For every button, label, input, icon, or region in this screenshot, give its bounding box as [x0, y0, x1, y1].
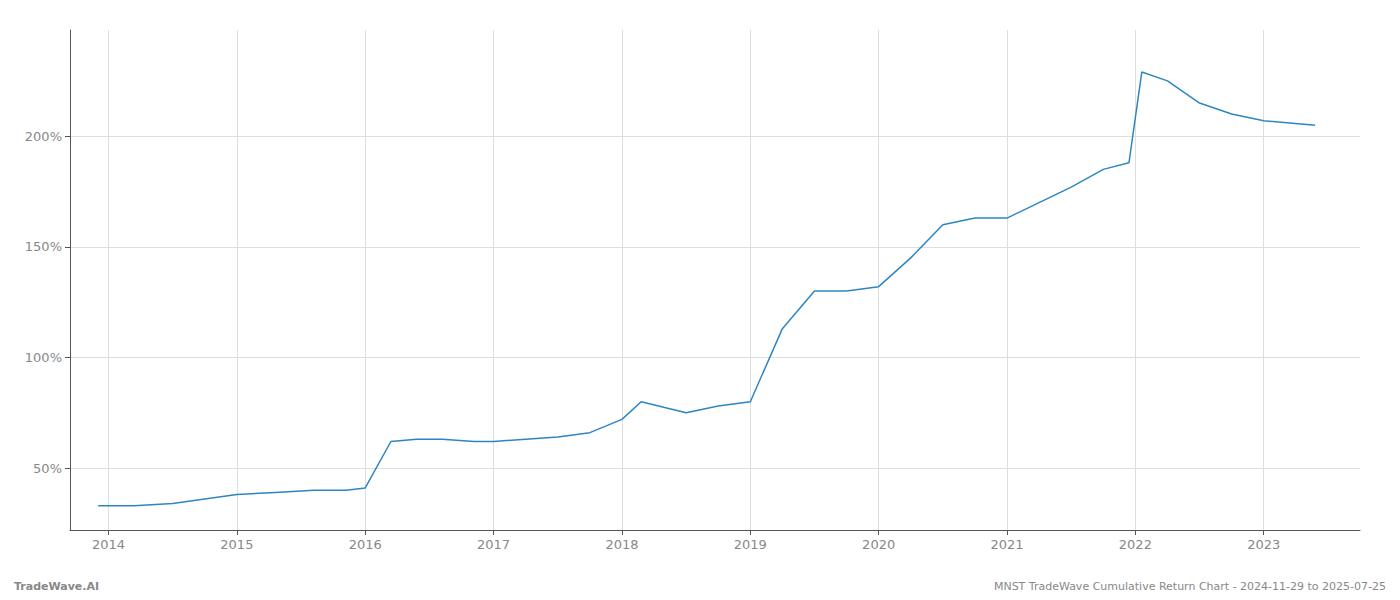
svg-text:2022: 2022	[1119, 537, 1152, 552]
svg-text:TradeWave.AI: TradeWave.AI	[14, 580, 99, 593]
svg-text:2019: 2019	[734, 537, 767, 552]
svg-text:2020: 2020	[862, 537, 895, 552]
svg-text:2023: 2023	[1247, 537, 1280, 552]
svg-text:2015: 2015	[220, 537, 253, 552]
svg-text:2021: 2021	[990, 537, 1023, 552]
svg-text:2017: 2017	[477, 537, 510, 552]
svg-text:100%: 100%	[25, 350, 62, 365]
svg-text:2014: 2014	[92, 537, 125, 552]
svg-text:MNST TradeWave Cumulative Retu: MNST TradeWave Cumulative Return Chart -…	[994, 580, 1386, 593]
svg-text:2016: 2016	[349, 537, 382, 552]
svg-text:200%: 200%	[25, 129, 62, 144]
svg-text:50%: 50%	[33, 461, 62, 476]
svg-text:150%: 150%	[25, 239, 62, 254]
svg-text:2018: 2018	[605, 537, 638, 552]
